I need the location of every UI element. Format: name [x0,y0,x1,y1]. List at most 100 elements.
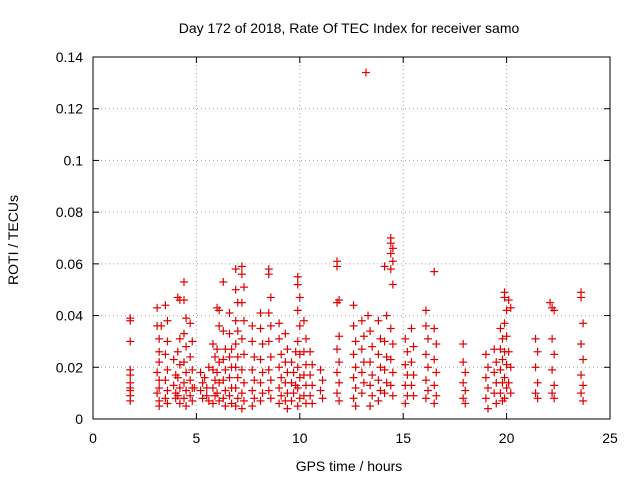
data-point [231,340,240,349]
data-point [401,360,410,369]
data-point [295,293,304,302]
data-point [287,396,296,405]
data-point [351,383,360,392]
data-point [430,355,439,364]
data-point [153,368,162,377]
data-point [357,345,366,354]
data-point [155,358,164,367]
data-point [380,365,389,374]
data-point [155,402,164,411]
data-point [231,363,240,372]
data-point [175,383,184,392]
data-point [264,270,273,279]
data-point [169,381,178,390]
data-point [506,363,515,372]
data-point [550,381,559,390]
data-point [333,368,342,377]
data-point [231,402,240,411]
data-point [295,394,304,403]
data-point [461,386,470,395]
data-point [306,391,315,400]
data-point [533,378,542,387]
data-point [335,378,344,387]
data-point [492,358,501,367]
data-point [432,340,441,349]
data-point [579,355,588,364]
data-point [366,402,375,411]
data-point [335,358,344,367]
data-point [179,394,188,403]
data-point [533,347,542,356]
data-point [188,337,197,346]
data-point [364,311,373,320]
data-point [388,257,397,266]
data-point [550,306,559,315]
data-point [231,285,240,294]
data-point [289,389,298,398]
data-point [190,383,199,392]
data-point [266,394,275,403]
data-point [407,324,416,333]
data-point [504,296,513,305]
data-point [215,306,224,315]
x-tick-label: 25 [602,430,618,446]
data-point [173,347,182,356]
data-point [483,363,492,372]
data-point [502,332,511,341]
data-point [548,389,557,398]
data-point [368,371,377,380]
data-point [496,389,505,398]
data-point [293,337,302,346]
data-point [225,329,234,338]
data-point [248,402,257,411]
data-point [401,399,410,408]
x-tick-label: 5 [193,430,201,446]
plot-frame [92,56,611,420]
data-point [215,378,224,387]
data-point [459,340,468,349]
data-point [432,391,441,400]
data-point [299,316,308,325]
y-tick-label: 0.12 [56,101,83,117]
data-point [219,394,228,403]
data-point [496,345,505,354]
data-point [179,378,188,387]
data-point [161,301,170,310]
data-point [227,399,236,408]
data-point [548,334,557,343]
data-point [579,319,588,328]
data-point [258,340,267,349]
data-point [126,337,135,346]
data-point [409,371,418,380]
data-point [275,363,284,372]
data-point [308,360,317,369]
data-point [163,399,172,408]
data-point [221,386,230,395]
data-point [430,267,439,276]
data-point [357,316,366,325]
data-point [204,396,213,405]
data-point [481,350,490,359]
data-point [277,373,286,382]
data-point [293,280,302,289]
data-point [374,350,383,359]
data-point [500,293,509,302]
data-point [256,378,265,387]
data-point [302,334,311,343]
data-point [186,391,195,400]
data-point [351,402,360,411]
x-tick-label: 10 [292,430,308,446]
data-point [502,383,511,392]
data-point [386,265,395,274]
data-point [237,389,246,398]
data-point [531,334,540,343]
data-point [188,396,197,405]
data-point [481,373,490,382]
data-point [248,365,257,374]
data-point [401,334,410,343]
data-point [349,350,358,359]
data-point [182,402,191,411]
x-axis-ticks: 0 5 10 15 20 25 [89,57,618,446]
data-point [258,368,267,377]
data-point [153,389,162,398]
